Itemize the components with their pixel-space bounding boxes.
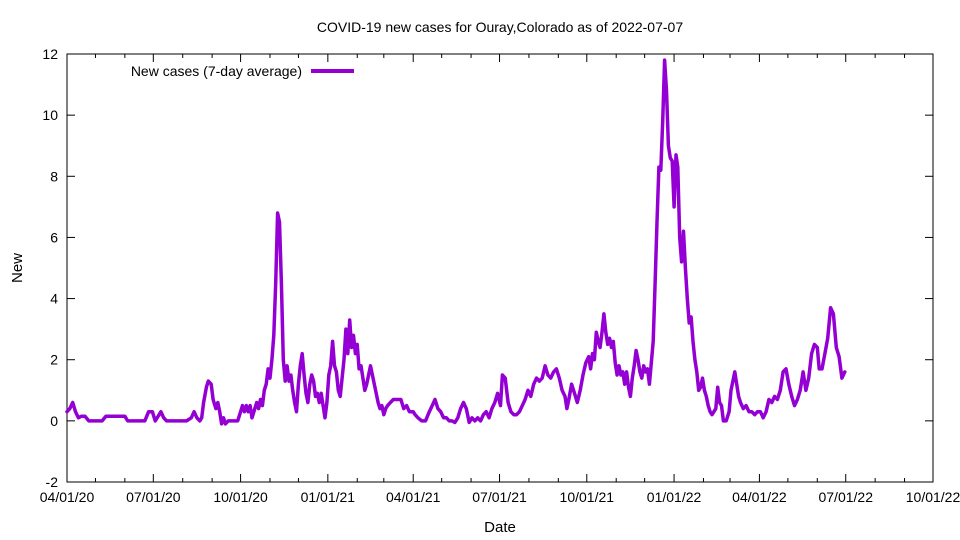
y-tick-label: 2: [50, 352, 58, 368]
y-tick-label: -2: [46, 474, 59, 490]
chart-title: COVID-19 new cases for Ouray,Colorado as…: [317, 19, 683, 35]
series-line-new-cases: [65, 58, 847, 426]
x-tick-label: 10/01/21: [560, 489, 615, 505]
x-tick-label: 07/01/22: [818, 489, 873, 505]
y-tick-label: 6: [50, 229, 58, 245]
x-tick-label: 01/01/21: [301, 489, 356, 505]
y-tick-label: 8: [50, 168, 58, 184]
x-tick-label: 01/01/22: [647, 489, 702, 505]
x-tick-label: 10/01/22: [906, 489, 960, 505]
y-axis-title: New: [9, 253, 26, 283]
x-tick-label: 04/01/20: [40, 489, 95, 505]
x-tick-label: 07/01/20: [126, 489, 181, 505]
x-tick-label: 10/01/20: [213, 489, 268, 505]
x-tick-label: 04/01/22: [732, 489, 787, 505]
y-tick-label: 4: [50, 291, 58, 307]
y-axis-ticks: -2 0 2 4 6 8 10 12: [42, 46, 933, 490]
y-tick-label: 12: [42, 46, 58, 62]
x-tick-label: 07/01/21: [472, 489, 527, 505]
x-tick-label: 04/01/21: [386, 489, 441, 505]
x-axis-ticks: 04/01/20 07/01/20 10/01/20 01/01/21 04/01/21…: [40, 54, 960, 505]
plot-frame: [66, 53, 934, 483]
y-tick-label: 0: [50, 413, 58, 429]
x-axis-title: Date: [484, 519, 516, 536]
y-tick-label: 10: [42, 107, 58, 123]
legend-label: New cases (7-day average): [131, 63, 302, 79]
legend: New cases (7-day average): [131, 63, 354, 79]
